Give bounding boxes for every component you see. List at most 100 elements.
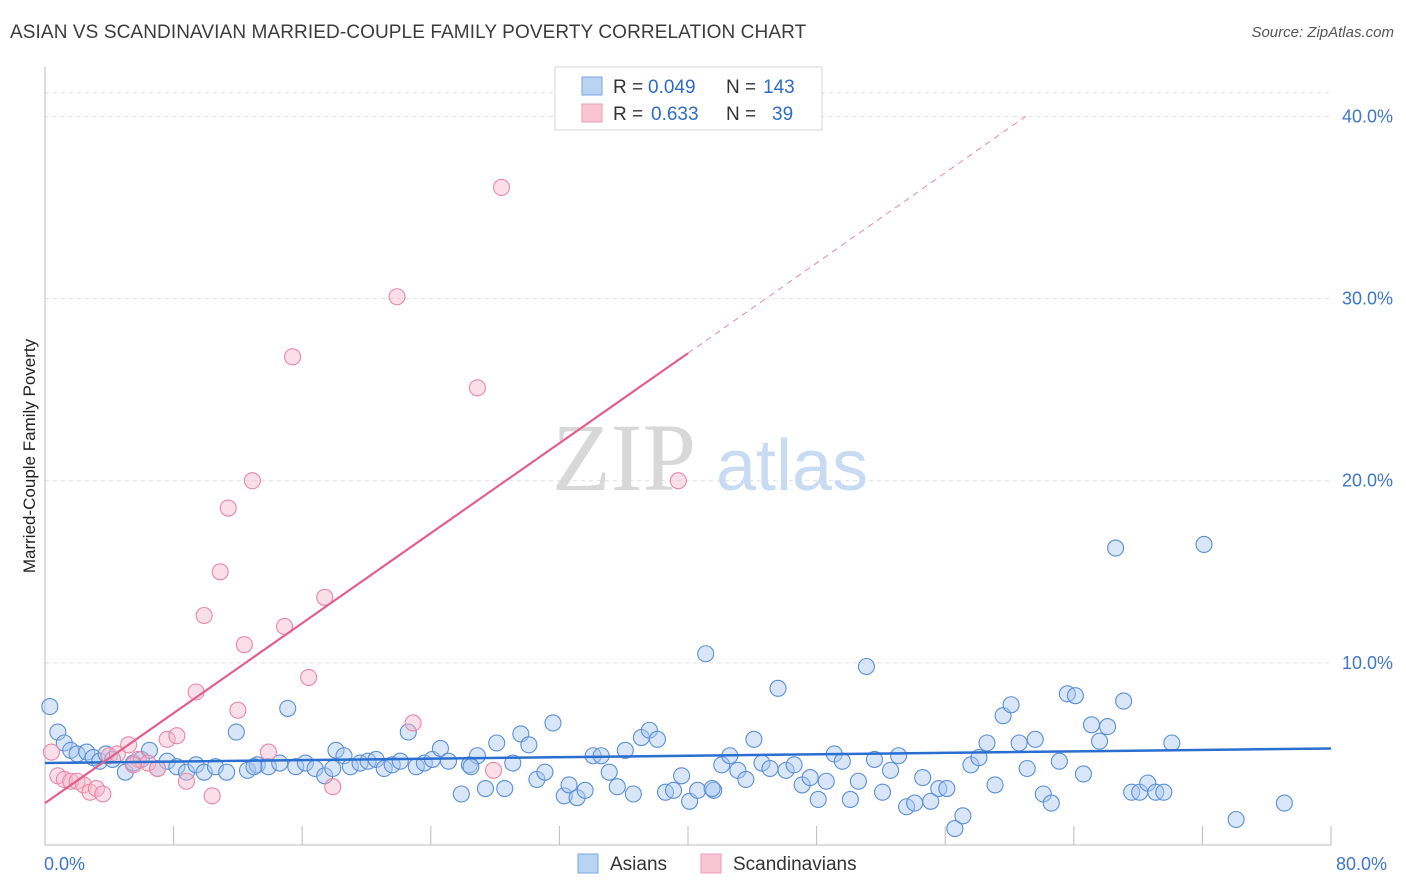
asians-point-69 — [624, 785, 642, 803]
scandinavians-point-22 — [219, 499, 237, 517]
scandinavians-point-21 — [211, 563, 229, 581]
legend-r-label-asians: R = — [613, 77, 643, 98]
asians-point-129 — [1107, 539, 1125, 557]
asians-point-93 — [817, 772, 835, 790]
asians-point-113 — [978, 734, 996, 752]
asians-point-41 — [391, 752, 409, 770]
asians-point-54 — [504, 754, 522, 772]
scandinavians-point-24 — [235, 636, 253, 654]
scandinavians-point-12 — [129, 750, 147, 768]
scandinavians-point-8 — [94, 785, 112, 803]
trend-lines — [44, 116, 1332, 805]
scandinavians-point-32 — [388, 288, 406, 306]
asians-point-114 — [986, 776, 1004, 794]
asians-point-1 — [49, 723, 67, 741]
chart-title: ASIAN VS SCANDINAVIAN MARRIED-COUPLE FAM… — [10, 22, 807, 43]
asians-point-140 — [703, 779, 721, 798]
asians-point-98 — [857, 657, 875, 676]
source-credit: Source: ZipAtlas.com — [1251, 24, 1394, 41]
asians-point-28 — [287, 758, 305, 776]
legend-r-value-scandinavians: 0.633 — [651, 104, 699, 125]
scandinavians-point-34 — [468, 379, 486, 397]
scandinavians-point-37 — [669, 472, 687, 490]
asians-point-51 — [476, 779, 495, 798]
x-axis-ticks — [173, 826, 1332, 845]
asians-point-137 — [1195, 535, 1213, 554]
scandinavians-point-17 — [177, 772, 196, 790]
asians-point-116 — [1002, 696, 1020, 714]
asians-point-124 — [1066, 687, 1084, 705]
asians-point-53 — [496, 779, 514, 798]
legend-swatch-asians — [581, 76, 603, 96]
scandinavians-point-2 — [55, 770, 73, 788]
asians-point-126 — [1082, 716, 1101, 734]
asians-point-77 — [689, 781, 707, 799]
asians-point-125 — [1074, 765, 1092, 783]
correlation-legend: R = 0.049 N = 143 R = 0.633 N = 39 — [554, 66, 823, 131]
scandinavians-point-36 — [492, 178, 511, 197]
scandinavians-point-20 — [203, 787, 221, 805]
asians-point-58 — [536, 763, 554, 781]
scandinavians-point-31 — [324, 778, 342, 796]
asians-point-100 — [873, 783, 892, 801]
scandinavians-point-29 — [300, 668, 318, 686]
asians-point-104 — [906, 794, 924, 812]
scandinavians-point-0 — [42, 743, 60, 761]
legend-r-label-scandinavians: R = — [613, 104, 643, 125]
asians-point-39 — [375, 759, 393, 778]
asians-point-95 — [833, 752, 851, 770]
y-tick-label-10: 10.0% — [1342, 653, 1393, 673]
scandinavians-point-33 — [404, 714, 422, 732]
asians-point-83 — [737, 770, 755, 788]
asians-point-66 — [600, 763, 618, 781]
scandinavians-point-16 — [168, 727, 186, 745]
asians-point-109 — [946, 820, 964, 838]
bottom-legend-label-asians: Asians — [610, 854, 667, 875]
scandinavians-point-19 — [195, 606, 213, 625]
legend-n-value-scandinavians: 39 — [772, 104, 793, 125]
asians-point-103 — [898, 798, 916, 816]
asians-point-139 — [1275, 794, 1293, 812]
watermark-atlas: atlas — [716, 426, 868, 506]
asians-point-2 — [55, 734, 73, 752]
asians-point-87 — [769, 679, 787, 697]
asians-point-74 — [664, 781, 683, 799]
asians-point-75 — [673, 767, 691, 785]
asians-point-20 — [206, 758, 224, 776]
asians-point-27 — [279, 699, 297, 717]
asians-point-56 — [520, 736, 538, 754]
scandinavians-point-26 — [259, 743, 277, 761]
asians-point-72 — [648, 730, 667, 748]
legend-n-label-scandinavians: N = — [726, 104, 756, 125]
asians-point-122 — [1050, 752, 1068, 770]
bottom-legend-swatch-scandinavians — [700, 853, 722, 874]
series-asians — [41, 535, 1293, 838]
asians-point-128 — [1099, 718, 1117, 736]
asians-point-61 — [560, 776, 578, 794]
asians-point-127 — [1090, 732, 1109, 750]
asians-point-89 — [785, 756, 803, 774]
scandinavians-trend-extension — [687, 116, 1026, 354]
asians-point-118 — [1018, 759, 1036, 778]
y-axis-title: Married-Couple Family Poverty — [20, 338, 39, 573]
asians-point-142 — [245, 758, 263, 776]
gridlines — [45, 92, 1331, 664]
asians-trend-line — [44, 747, 1332, 765]
y-tick-label-30: 30.0% — [1342, 289, 1393, 309]
scandinavians-point-3 — [62, 772, 80, 790]
bottom-legend-label-scandinavians: Scandinavians — [733, 854, 857, 875]
asians-point-48 — [452, 785, 470, 803]
asians-point-105 — [914, 769, 932, 787]
asians-point-121 — [1042, 794, 1060, 812]
asians-point-60 — [555, 787, 573, 805]
asians-point-106 — [922, 792, 940, 810]
scandinavians-point-23 — [229, 701, 247, 719]
series-legend: Asians Scandinavians — [577, 853, 857, 875]
scandinavians-point-28 — [284, 348, 302, 366]
asians-point-102 — [890, 747, 908, 765]
asians-point-108 — [938, 779, 956, 798]
x-tick-label-max: 80.0% — [1336, 854, 1387, 874]
asians-point-19 — [195, 763, 213, 781]
asians-point-92 — [809, 790, 827, 809]
